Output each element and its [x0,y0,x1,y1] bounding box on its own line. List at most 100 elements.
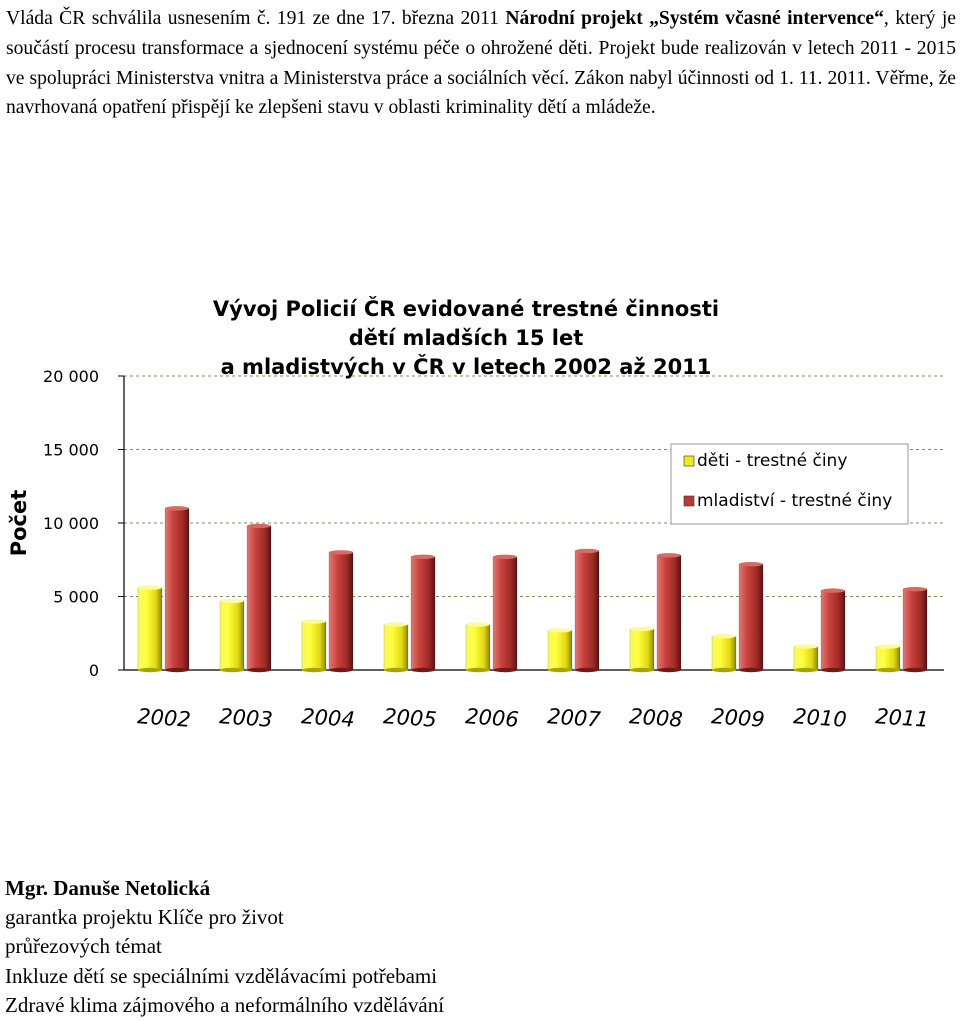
bar-children [711,635,737,671]
bar-base [657,667,681,673]
bar-base [548,667,572,673]
author-block: Mgr. Danuše Netolická garantka projektu … [5,874,705,1020]
x-tick-label: 2005 [382,704,437,732]
y-tick-label: 5 000 [53,588,99,607]
x-tick-label: 2002 [136,704,191,732]
chart-title-line: dětí mladších 15 let [349,326,584,350]
bars [137,506,928,673]
axes: 0 5 000 10 000 15 000 20 000 Počet 2002 2003 200… [7,367,944,732]
bar-top [138,585,162,590]
bar-juveniles [410,556,436,671]
legend-swatch [683,495,695,507]
legend-box [670,443,909,525]
bar-base [302,667,326,673]
bar-base [411,667,435,673]
bar-top [466,622,490,627]
bar-top [575,548,599,554]
bar-top [876,644,900,649]
bar-base [247,667,271,673]
bar-base [876,667,900,673]
bar-children [301,621,327,671]
bar-base [630,667,654,673]
bar-top [411,554,435,560]
bar-top [821,588,845,593]
bar-base [903,667,927,673]
bar-base [329,667,353,673]
x-tick-label: 2003 [218,704,273,732]
x-tick-label: 2008 [628,704,683,732]
bar-top [794,644,818,649]
bar-top [329,550,353,555]
bar-base [384,667,408,673]
intro-paragraph: Vláda ČR schválila usnesením č. 191 ze d… [6,4,956,123]
bar-base [493,667,517,673]
bar-juveniles [328,552,354,671]
bar-top [165,506,189,511]
author-line: Zdravé klima zájmového a neformálního vz… [5,992,445,1017]
bar-juveniles [492,556,518,671]
chart-title: Vývoj Policií ČR evidované trestné činno… [213,296,719,379]
bar-top [548,628,572,633]
bar-top [247,523,271,529]
grid-lines [124,375,944,597]
bar-children [875,646,901,671]
author-line: Inkluze dětí se speciálními vzdělávacími… [5,963,438,988]
bar-juveniles [574,550,600,671]
author-name: Mgr. Danuše Netolická [5,876,211,900]
bar-juveniles [656,555,682,671]
bar-base [739,667,763,673]
x-tick-label: 2011 [874,704,929,732]
bar-top [630,626,654,632]
bar-children [547,630,573,671]
bar-children [629,628,655,671]
bar-top [712,633,736,639]
bar-chart: Vývoj Policií ČR evidované trestné činno… [0,285,960,745]
bar-children [383,624,409,671]
legend: děti - trestné činy mladiství - trestné č… [670,443,909,525]
bar-juveniles [902,588,928,671]
bar-juveniles [738,563,764,671]
legend-label: mladiství - trestné činy [697,491,892,511]
bar-top [739,561,763,567]
bar-juveniles [820,590,846,671]
y-tick-label: 15 000 [43,441,99,460]
author-line: průřezových témat [5,934,162,959]
bar-base [575,667,599,673]
bar-juveniles [164,508,190,671]
intro-text-rest: , který je součástí procesu transformace… [6,8,956,119]
bar-top [903,586,927,592]
x-tick-label: 2007 [546,704,602,732]
bar-children [465,624,491,671]
bar-top [493,554,517,560]
bar-children [137,587,163,671]
chart-title-line: a mladistvých v ČR v letech 2002 až 2011 [221,354,712,379]
legend-label: děti - trestné činy [697,451,847,471]
author-line: garantka projektu Klíče pro život [5,905,284,930]
x-tick-label: 2010 [792,704,847,732]
y-axis-label: Počet [7,490,31,557]
bar-base [821,667,845,673]
legend-swatch [683,455,695,467]
bar-base [712,667,736,673]
bar-top [302,619,326,624]
bar-base [220,667,244,673]
x-tick-label: 2006 [464,704,519,732]
bar-chart-svg: Vývoj Policií ČR evidované trestné činno… [7,296,944,732]
y-tick-label: 20 000 [43,367,99,386]
bar-base [794,667,818,673]
y-tick-label: 10 000 [43,514,99,533]
bar-base [138,667,162,673]
chart-title-line: Vývoj Policií ČR evidované trestné činno… [213,296,719,321]
bar-base [466,667,490,673]
project-name: Národní projekt „Systém včasné intervenc… [505,8,884,29]
bar-juveniles [246,525,272,671]
bar-top [384,622,408,627]
x-tick-label: 2009 [710,704,765,732]
bar-base [165,667,189,673]
bar-children [793,646,819,671]
bar-top [657,553,681,558]
y-tick-label: 0 [89,661,99,680]
x-tick-label: 2004 [300,704,355,732]
intro-text-start: Vláda ČR schválila usnesením č. 191 ze d… [6,8,506,29]
bar-top [220,598,244,604]
